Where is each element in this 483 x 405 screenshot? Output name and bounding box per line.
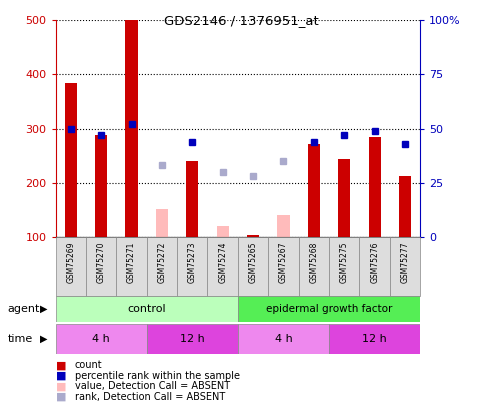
Bar xyxy=(399,176,411,237)
Text: GSM75268: GSM75268 xyxy=(309,242,318,283)
Bar xyxy=(338,159,350,237)
Text: ▶: ▶ xyxy=(40,304,47,314)
Text: agent: agent xyxy=(7,304,40,314)
Bar xyxy=(359,237,390,296)
Bar xyxy=(238,324,329,354)
Bar xyxy=(116,237,147,296)
Bar xyxy=(247,235,259,237)
Text: GSM75269: GSM75269 xyxy=(66,242,75,283)
Text: percentile rank within the sample: percentile rank within the sample xyxy=(75,371,240,381)
Text: 12 h: 12 h xyxy=(180,334,205,344)
Text: value, Detection Call = ABSENT: value, Detection Call = ABSENT xyxy=(75,382,230,391)
Text: ■: ■ xyxy=(56,382,66,391)
Text: count: count xyxy=(75,360,102,370)
Text: GSM75274: GSM75274 xyxy=(218,242,227,283)
Bar xyxy=(208,237,238,296)
Text: GSM75276: GSM75276 xyxy=(370,242,379,283)
Bar xyxy=(216,226,229,237)
Text: ■: ■ xyxy=(56,392,66,402)
Text: control: control xyxy=(128,304,166,314)
Bar xyxy=(238,296,420,322)
Text: GSM75275: GSM75275 xyxy=(340,242,349,283)
Bar xyxy=(238,237,268,296)
Bar xyxy=(329,324,420,354)
Bar xyxy=(369,137,381,237)
Text: 4 h: 4 h xyxy=(92,334,110,344)
Text: GSM75270: GSM75270 xyxy=(97,242,106,283)
Text: 4 h: 4 h xyxy=(275,334,292,344)
Bar xyxy=(126,19,138,237)
Bar xyxy=(277,215,289,237)
Bar xyxy=(147,324,238,354)
Bar xyxy=(56,296,238,322)
Text: rank, Detection Call = ABSENT: rank, Detection Call = ABSENT xyxy=(75,392,225,402)
Text: GSM75277: GSM75277 xyxy=(400,242,410,283)
Bar xyxy=(86,237,116,296)
Bar xyxy=(177,237,208,296)
Text: ▶: ▶ xyxy=(40,334,47,344)
Bar xyxy=(329,237,359,296)
Text: GSM75272: GSM75272 xyxy=(157,242,167,283)
Text: ■: ■ xyxy=(56,371,66,381)
Bar xyxy=(56,324,147,354)
Bar xyxy=(147,237,177,296)
Text: GSM75265: GSM75265 xyxy=(249,242,257,283)
Bar xyxy=(65,83,77,237)
Bar xyxy=(56,237,86,296)
Text: GDS2146 / 1376951_at: GDS2146 / 1376951_at xyxy=(164,14,319,27)
Text: GSM75267: GSM75267 xyxy=(279,242,288,283)
Bar xyxy=(186,161,199,237)
Bar xyxy=(156,209,168,237)
Bar xyxy=(95,135,107,237)
Text: ■: ■ xyxy=(56,360,66,370)
Text: 12 h: 12 h xyxy=(362,334,387,344)
Bar xyxy=(308,144,320,237)
Text: epidermal growth factor: epidermal growth factor xyxy=(266,304,392,314)
Bar xyxy=(390,237,420,296)
Text: GSM75271: GSM75271 xyxy=(127,242,136,283)
Bar xyxy=(268,237,298,296)
Bar xyxy=(298,237,329,296)
Text: GSM75273: GSM75273 xyxy=(188,242,197,283)
Text: time: time xyxy=(7,334,32,344)
